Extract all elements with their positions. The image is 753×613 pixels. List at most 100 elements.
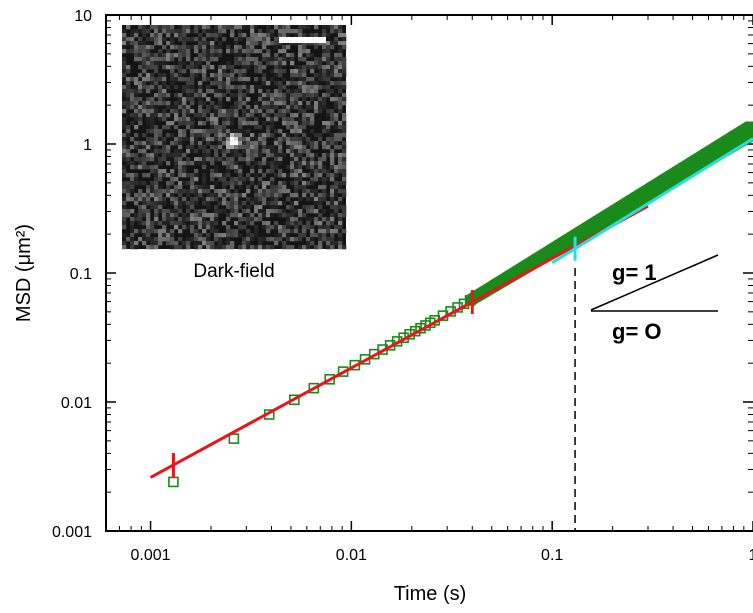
inset-pixel: [234, 153, 239, 158]
inset-pixel: [158, 85, 163, 90]
inset-pixel: [146, 237, 151, 242]
inset-pixel: [166, 105, 171, 110]
inset-pixel: [174, 189, 179, 194]
inset-pixel: [258, 41, 263, 46]
inset-pixel: [154, 81, 159, 86]
inset-pixel: [226, 61, 231, 66]
inset-pixel: [298, 65, 303, 70]
inset-pixel: [274, 117, 279, 122]
inset-pixel: [318, 97, 323, 102]
inset-pixel: [218, 45, 223, 50]
inset-pixel: [338, 129, 343, 134]
inset-pixel: [122, 125, 127, 130]
inset-pixel: [218, 245, 223, 250]
inset-pixel: [234, 129, 239, 134]
inset-pixel: [230, 197, 235, 202]
inset-pixel: [186, 225, 191, 230]
inset-pixel: [194, 93, 199, 98]
inset-pixel: [218, 189, 223, 194]
inset-pixel: [334, 25, 339, 30]
inset-pixel: [250, 61, 255, 66]
inset-pixel: [174, 117, 179, 122]
inset-pixel: [250, 217, 255, 222]
inset-pixel: [230, 209, 235, 214]
inset-pixel: [150, 129, 155, 134]
inset-pixel: [130, 233, 135, 238]
inset-pixel: [314, 85, 319, 90]
inset-pixel: [206, 153, 211, 158]
inset-pixel: [150, 121, 155, 126]
inset-pixel: [150, 25, 155, 30]
inset-pixel: [254, 205, 259, 210]
inset-pixel: [210, 29, 215, 34]
inset-pixel: [238, 93, 243, 98]
inset-pixel: [154, 149, 159, 154]
inset-pixel: [258, 165, 263, 170]
inset-pixel: [190, 73, 195, 78]
inset-pixel: [290, 153, 295, 158]
inset-pixel: [194, 69, 199, 74]
inset-pixel: [286, 109, 291, 114]
inset-pixel: [198, 93, 203, 98]
inset-pixel: [178, 93, 183, 98]
inset-pixel: [190, 61, 195, 66]
inset-pixel: [274, 25, 279, 30]
inset-pixel: [258, 213, 263, 218]
inset-pixel: [206, 221, 211, 226]
inset-pixel: [226, 149, 231, 154]
inset-pixel: [218, 145, 223, 150]
inset-pixel: [210, 197, 215, 202]
inset-pixel: [186, 25, 191, 30]
inset-pixel: [162, 61, 167, 66]
inset-pixel: [270, 181, 275, 186]
inset-pixel: [226, 189, 231, 194]
inset-pixel: [122, 117, 127, 122]
inset-pixel: [154, 41, 159, 46]
inset-pixel: [306, 209, 311, 214]
inset-pixel: [146, 109, 151, 114]
inset-pixel: [142, 205, 147, 210]
inset-pixel: [342, 113, 347, 118]
inset-pixel: [230, 233, 235, 238]
inset-pixel: [278, 89, 283, 94]
inset-pixel: [154, 93, 159, 98]
inset-pixel: [138, 65, 143, 70]
inset-pixel: [274, 209, 279, 214]
inset-pixel: [218, 77, 223, 82]
inset-pixel: [230, 109, 235, 114]
inset-pixel: [226, 241, 231, 246]
inset-pixel: [294, 193, 299, 198]
inset-pixel: [282, 153, 287, 158]
inset-pixel: [330, 221, 335, 226]
inset-pixel: [174, 225, 179, 230]
inset-pixel: [266, 57, 271, 62]
inset-pixel: [142, 85, 147, 90]
inset-pixel: [238, 125, 243, 130]
inset-pixel: [162, 37, 167, 42]
inset-pixel: [146, 89, 151, 94]
inset-pixel: [302, 133, 307, 138]
inset-pixel: [274, 221, 279, 226]
inset-pixel: [146, 137, 151, 142]
inset-pixel: [322, 29, 327, 34]
inset-pixel: [330, 133, 335, 138]
inset-pixel: [266, 93, 271, 98]
inset-pixel: [290, 205, 295, 210]
inset-pixel: [322, 181, 327, 186]
inset-pixel: [250, 149, 255, 154]
inset-pixel: [130, 225, 135, 230]
inset-pixel: [322, 65, 327, 70]
inset-pixel: [286, 93, 291, 98]
inset-pixel: [162, 149, 167, 154]
inset-pixel: [298, 25, 303, 30]
inset-pixel: [302, 45, 307, 50]
inset-pixel: [254, 69, 259, 74]
inset-pixel: [150, 137, 155, 142]
inset-pixel: [146, 233, 151, 238]
inset-pixel: [254, 117, 259, 122]
inset-pixel: [282, 49, 287, 54]
inset-pixel: [178, 205, 183, 210]
inset-pixel: [294, 141, 299, 146]
inset-pixel: [270, 213, 275, 218]
inset-pixel: [186, 57, 191, 62]
